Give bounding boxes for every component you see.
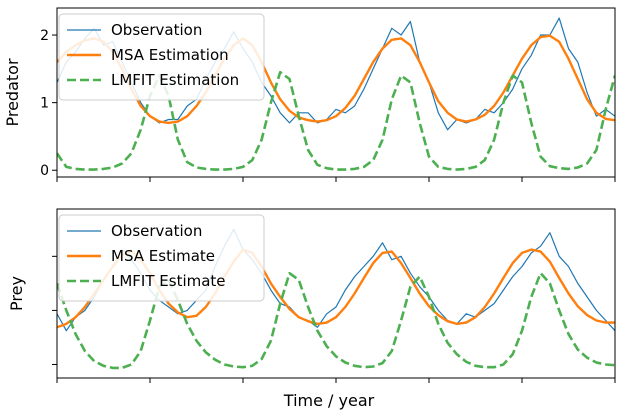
legend-entry: LMFIT Estimate: [111, 272, 226, 290]
legend-box: [58, 214, 265, 302]
legend: Observation MSA Estimation LMFIT Estimatio…: [58, 13, 265, 101]
y-axis-label: Predator: [3, 58, 22, 126]
legend-entry: LMFIT Estimation: [111, 71, 239, 89]
x-axis-label: Time / year: [283, 391, 375, 410]
series-line-1-2: [57, 34, 615, 125]
legend-entry: MSA Estimation: [111, 46, 229, 64]
y-tick-label: 1: [40, 96, 49, 112]
y-axis-label: Prey: [7, 276, 26, 311]
y-tick-label: 2: [40, 28, 49, 44]
legend-entry: Observation: [111, 21, 202, 39]
legend: Observation MSA Estimate LMFIT Estimate: [58, 214, 265, 302]
legend-entry: Observation: [111, 222, 202, 240]
panel-2: Prey Observation MSA Estimate LMFIT Estimat…: [7, 208, 616, 383]
legend-box: [58, 13, 265, 101]
series-line-2-3: [57, 271, 615, 370]
y-tick-label: 0: [40, 163, 49, 179]
panel-1: 0 1 2 Predator Observation MSA Estimation LMFI…: [3, 7, 616, 182]
legend-entry: MSA Estimate: [111, 247, 215, 265]
